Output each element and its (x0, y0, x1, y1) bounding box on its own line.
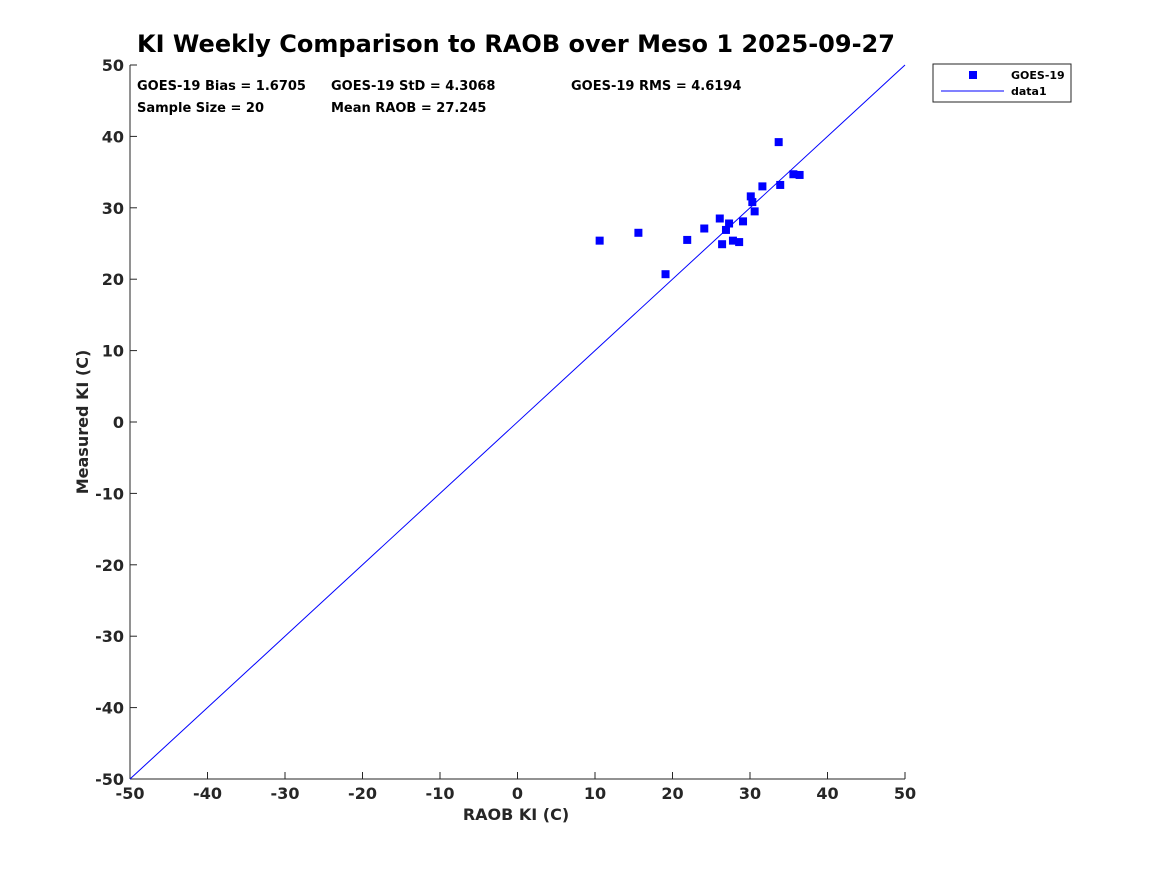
y-tick-label: 20 (102, 270, 124, 289)
scatter-point (758, 182, 767, 191)
stat-rms: GOES-19 RMS = 4.6194 (571, 79, 741, 94)
x-tick-label: -30 (271, 784, 300, 803)
x-tick-label: -50 (116, 784, 145, 803)
x-tick-label: 40 (816, 784, 838, 803)
x-tick-label: -10 (426, 784, 455, 803)
x-tick-label: 30 (739, 784, 761, 803)
x-tick-label: 10 (584, 784, 606, 803)
y-tick-label: -10 (95, 484, 124, 503)
y-axis-ticks: -50 -40 -30 -20 -10 0 10 20 30 40 50 (95, 56, 137, 789)
y-tick-label: 10 (102, 342, 124, 361)
scatter-point (739, 217, 748, 226)
y-tick-label: -30 (95, 627, 124, 646)
y-axis-label: Measured KI (C) (73, 350, 92, 495)
legend-label-goes19: GOES-19 (1011, 69, 1065, 82)
scatter-point (725, 219, 734, 228)
chart-title: KI Weekly Comparison to RAOB over Meso 1… (137, 30, 895, 58)
x-axis-label: RAOB KI (C) (463, 805, 569, 824)
x-axis-ticks: -50 -40 -30 -20 -10 0 10 20 30 40 50 (116, 772, 916, 803)
y-tick-label: -50 (95, 770, 124, 789)
y-tick-label: 50 (102, 56, 124, 75)
stat-sample-size: Sample Size = 20 (137, 101, 264, 116)
legend-label-data1: data1 (1011, 85, 1047, 98)
scatter-point (595, 236, 604, 245)
scatter-point (715, 214, 724, 223)
scatter-point (774, 138, 783, 147)
stat-std: GOES-19 StD = 4.3068 (331, 79, 495, 94)
x-tick-label: -40 (193, 784, 222, 803)
x-tick-label: -20 (348, 784, 377, 803)
scatter-point (661, 270, 670, 279)
scatter-point (748, 198, 757, 207)
scatter-point (795, 170, 804, 179)
scatter-point (746, 192, 755, 201)
x-tick-label: 50 (894, 784, 916, 803)
series-layer (129, 64, 906, 780)
scatter-point (700, 224, 709, 233)
scatter-point (683, 235, 692, 244)
scatter-point (718, 240, 727, 249)
legend: GOES-19 data1 (932, 63, 1072, 103)
scatter-point (721, 225, 730, 234)
y-tick-label: 30 (102, 199, 124, 218)
series-line-data1 (129, 64, 906, 780)
y-tick-label: 40 (102, 127, 124, 146)
scatter-point (634, 228, 643, 237)
x-tick-label: 20 (661, 784, 683, 803)
stat-mean-raob: Mean RAOB = 27.245 (331, 101, 486, 116)
y-tick-label: -40 (95, 699, 124, 718)
scatter-point (728, 236, 737, 245)
scatter-point (789, 170, 798, 179)
y-tick-label: -20 (95, 556, 124, 575)
scatter-point (776, 180, 785, 189)
legend-marker-goes19 (969, 71, 977, 79)
x-tick-label: 0 (512, 784, 523, 803)
scatter-point (750, 207, 759, 216)
legend-box (932, 63, 1072, 103)
stat-bias: GOES-19 Bias = 1.6705 (137, 79, 306, 94)
y-tick-label: 0 (113, 413, 124, 432)
scatter-point (735, 238, 744, 247)
